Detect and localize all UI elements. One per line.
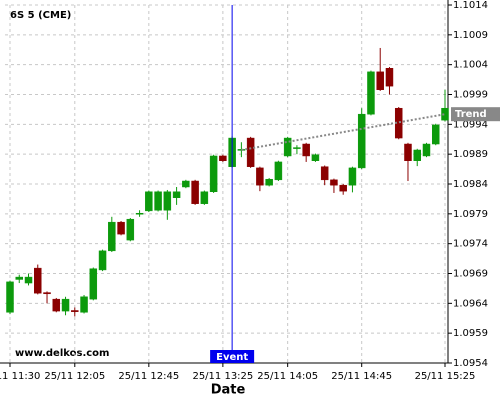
candle-body xyxy=(246,137,255,167)
candle-body xyxy=(61,298,70,312)
candle-body xyxy=(154,191,162,211)
candle-body xyxy=(126,218,135,241)
trend-label-box xyxy=(451,107,500,122)
candle-body xyxy=(283,137,292,157)
y-tick-label: 1.1009 xyxy=(453,30,488,41)
candle-body xyxy=(182,180,190,188)
candle-body xyxy=(172,191,181,198)
candle-body xyxy=(441,107,449,121)
candle-body xyxy=(6,281,14,313)
candle-body xyxy=(413,149,421,161)
candle-body xyxy=(98,250,107,271)
candle-body xyxy=(274,161,283,181)
y-tick-label: 1.0969 xyxy=(453,269,488,280)
candle-body xyxy=(80,296,88,313)
x-tick-label: 25/11 14:45 xyxy=(331,371,392,382)
x-axis-title: Date xyxy=(211,383,246,398)
y-tick-label: 1.0979 xyxy=(453,209,488,220)
y-tick-label: 1.0974 xyxy=(453,239,488,250)
x-tick-label: 25/11 14:05 xyxy=(257,371,318,382)
candle-body xyxy=(145,191,153,212)
y-tick-label: 1.1004 xyxy=(453,60,488,71)
candle-body xyxy=(385,67,394,87)
candle-body xyxy=(339,184,347,192)
candle-body xyxy=(52,298,61,312)
candle-body xyxy=(200,191,209,204)
event-label: Event xyxy=(216,352,248,363)
candle-body xyxy=(302,143,310,157)
x-tick-label: 25/11 12:05 xyxy=(44,371,105,382)
candle-body xyxy=(357,113,366,169)
candle-body xyxy=(209,155,218,193)
candle-body xyxy=(108,221,116,252)
candle-body xyxy=(404,143,412,161)
candle-body xyxy=(117,221,125,235)
y-tick-label: 1.0954 xyxy=(453,358,488,369)
event-label-box xyxy=(210,350,255,363)
candle-body xyxy=(71,310,79,312)
y-tick-label: 1.1014 xyxy=(453,0,488,11)
trend-line xyxy=(241,113,446,151)
candle-body xyxy=(265,178,273,186)
y-tick-label: 1.0959 xyxy=(453,328,488,339)
source-label: www.delkos.com xyxy=(15,348,109,359)
candle-body xyxy=(191,180,199,204)
y-tick-label: 1.0984 xyxy=(453,179,488,190)
y-tick-label: 1.0994 xyxy=(453,119,488,130)
candle-body xyxy=(89,268,98,300)
candle-body xyxy=(15,276,24,280)
candle-body xyxy=(376,71,384,90)
x-tick-label: 25/11 12:45 xyxy=(118,371,179,382)
candle-body xyxy=(293,147,301,149)
candle-body xyxy=(256,167,264,186)
x-tick-label: 25/11 15:25 xyxy=(415,371,476,382)
x-tick-label: 25/11 13:25 xyxy=(192,371,253,382)
candle-body xyxy=(422,143,431,157)
candle-body xyxy=(311,154,320,161)
candle-body xyxy=(330,179,338,186)
candle-body xyxy=(163,191,172,211)
chart-title: 6S 5 (CME) xyxy=(10,10,71,21)
candle-body xyxy=(34,267,42,294)
candle-body xyxy=(43,292,51,295)
candle-body xyxy=(367,71,375,115)
candle-body xyxy=(431,124,440,145)
y-tick-label: 1.0989 xyxy=(453,149,488,160)
x-tick-label: 25/11 11:30 xyxy=(0,371,40,382)
candle-body xyxy=(24,276,33,284)
candle-body xyxy=(320,166,329,181)
candle-body xyxy=(135,212,144,215)
y-tick-label: 1.0964 xyxy=(453,298,488,309)
candle-body xyxy=(219,155,227,161)
y-tick-label: 1.0999 xyxy=(453,90,488,101)
trend-label: Trend xyxy=(455,109,487,120)
candle-body xyxy=(348,167,357,186)
